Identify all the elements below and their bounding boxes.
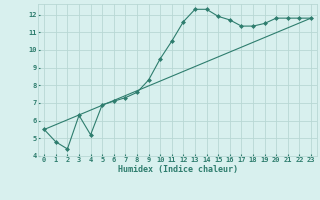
X-axis label: Humidex (Indice chaleur): Humidex (Indice chaleur) xyxy=(118,165,238,174)
